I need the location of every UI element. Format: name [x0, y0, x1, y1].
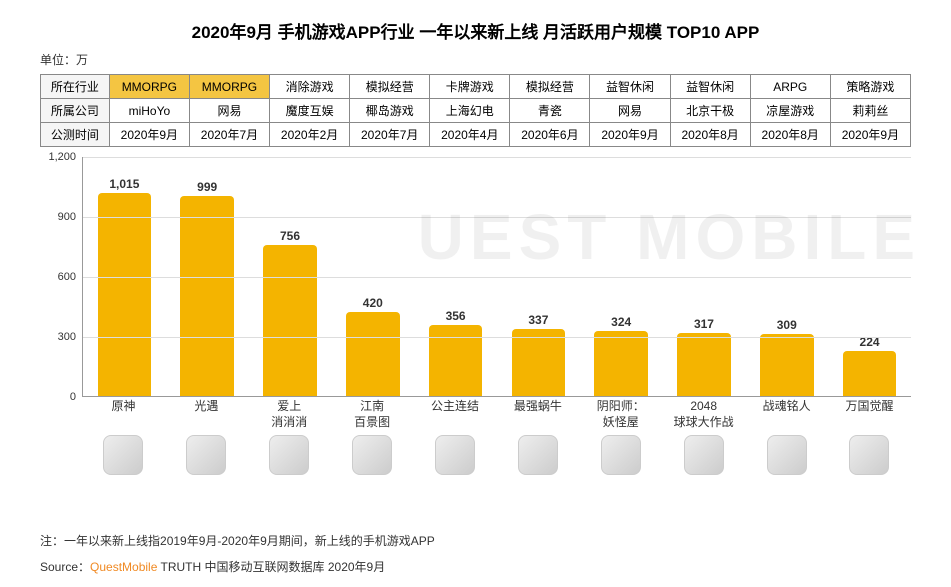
app-icon: [518, 435, 558, 475]
table-cell: 模拟经营: [510, 75, 590, 99]
y-tick: 300: [58, 331, 76, 343]
bar-rect: [843, 351, 897, 396]
y-tick: 0: [70, 391, 76, 403]
table-cell: 北京干极: [670, 99, 750, 123]
app-icon: [435, 435, 475, 475]
table-row-header: 所在行业: [41, 75, 110, 99]
bar: 337: [501, 313, 576, 396]
bar-rect: [760, 334, 814, 396]
y-tick: 600: [58, 271, 76, 283]
bar-rect: [263, 245, 317, 396]
bar: 1,015: [87, 177, 162, 396]
table-cell: 2020年8月: [670, 123, 750, 147]
bar: 756: [253, 229, 328, 396]
y-tick: 1,200: [48, 151, 76, 163]
table-cell: 益智休闲: [670, 75, 750, 99]
note-text: 一年以来新上线指2019年9月-2020年9月期间，新上线的手机游戏APP: [64, 534, 435, 548]
note-prefix: 注：: [40, 534, 64, 548]
x-category-label: 江南百景图: [335, 399, 410, 431]
source-line: Source：QuestMobile TRUTH 中国移动互联网数据库 2020…: [40, 558, 385, 575]
table-cell: 椰岛游戏: [350, 99, 430, 123]
bar-rect: [98, 193, 152, 396]
bar-rect: [180, 196, 234, 396]
table-cell: 2020年4月: [430, 123, 510, 147]
table-cell: 2020年9月: [109, 123, 189, 147]
app-icon: [186, 435, 226, 475]
source-brand: QuestMobile: [90, 560, 157, 574]
app-icon: [352, 435, 392, 475]
table-row-header: 所属公司: [41, 99, 110, 123]
chart-title: 2020年9月 手机游戏APP行业 一年以来新上线 月活跃用户规模 TOP10 …: [40, 18, 911, 43]
app-icon: [601, 435, 641, 475]
x-category-label: 2048球球大作战: [666, 399, 741, 431]
table-cell: 策略游戏: [830, 75, 910, 99]
x-category-label: 万国觉醒: [832, 399, 907, 431]
bar: 324: [584, 315, 659, 396]
table-cell: 2020年2月: [270, 123, 350, 147]
table-cell: 2020年9月: [590, 123, 670, 147]
table-cell: 2020年9月: [830, 123, 910, 147]
table-cell: 2020年6月: [510, 123, 590, 147]
table-cell: 网易: [590, 99, 670, 123]
x-category-label: 战魂铭人: [749, 399, 824, 431]
table-cell: 莉莉丝: [830, 99, 910, 123]
x-category-label: 原神: [86, 399, 161, 431]
y-tick: 900: [58, 211, 76, 223]
table-cell: 网易: [189, 99, 269, 123]
bar-value-label: 756: [280, 229, 300, 243]
table-cell: 消除游戏: [270, 75, 350, 99]
bar: 420: [336, 296, 411, 396]
app-icon: [767, 435, 807, 475]
app-icon: [269, 435, 309, 475]
table-cell: ARPG: [750, 75, 830, 99]
bar-value-label: 309: [777, 318, 797, 332]
app-icon: [684, 435, 724, 475]
app-icon: [849, 435, 889, 475]
table-cell: miHoYo: [109, 99, 189, 123]
table-cell: 模拟经营: [350, 75, 430, 99]
bar: 224: [832, 335, 907, 396]
meta-table: 所在行业MMORPGMMORPG消除游戏模拟经营卡牌游戏模拟经营益智休闲益智休闲…: [40, 74, 911, 147]
bar: 317: [667, 317, 742, 396]
bar-value-label: 999: [197, 180, 217, 194]
x-category-label: 光遇: [169, 399, 244, 431]
bar-rect: [512, 329, 566, 396]
bar-rect: [594, 331, 648, 396]
bar-value-label: 337: [528, 313, 548, 327]
bar-value-label: 420: [363, 296, 383, 310]
x-category-label: 最强蜗牛: [501, 399, 576, 431]
table-cell: 上海幻电: [430, 99, 510, 123]
table-cell: 2020年8月: [750, 123, 830, 147]
x-category-label: 公主连结: [418, 399, 493, 431]
bar-rect: [677, 333, 731, 396]
table-cell: 卡牌游戏: [430, 75, 510, 99]
table-cell: 魔度互娱: [270, 99, 350, 123]
footnote: 注：一年以来新上线指2019年9月-2020年9月期间，新上线的手机游戏APP: [40, 532, 435, 549]
bar-value-label: 356: [446, 309, 466, 323]
bar-value-label: 1,015: [109, 177, 139, 191]
bar: 999: [170, 180, 245, 396]
x-category-label: 爱上消消消: [252, 399, 327, 431]
bar: 356: [418, 309, 493, 396]
unit-label: 单位：万: [40, 51, 911, 68]
table-cell: 青瓷: [510, 99, 590, 123]
table-cell: 益智休闲: [590, 75, 670, 99]
bar-rect: [429, 325, 483, 396]
table-cell: MMORPG: [109, 75, 189, 99]
table-row-header: 公测时间: [41, 123, 110, 147]
bar: 309: [750, 318, 825, 396]
x-category-label: 阴阳师：妖怪屋: [583, 399, 658, 431]
source-prefix: Source：: [40, 560, 90, 574]
bar-chart: 03006009001,200 1,0159997564203563373243…: [40, 157, 911, 457]
table-cell: 凉屋游戏: [750, 99, 830, 123]
table-cell: 2020年7月: [350, 123, 430, 147]
table-cell: MMORPG: [189, 75, 269, 99]
bar-value-label: 324: [611, 315, 631, 329]
source-suffix: TRUTH 中国移动互联网数据库 2020年9月: [157, 560, 385, 574]
app-icon: [103, 435, 143, 475]
table-cell: 2020年7月: [189, 123, 269, 147]
bar-rect: [346, 312, 400, 396]
bar-value-label: 317: [694, 317, 714, 331]
